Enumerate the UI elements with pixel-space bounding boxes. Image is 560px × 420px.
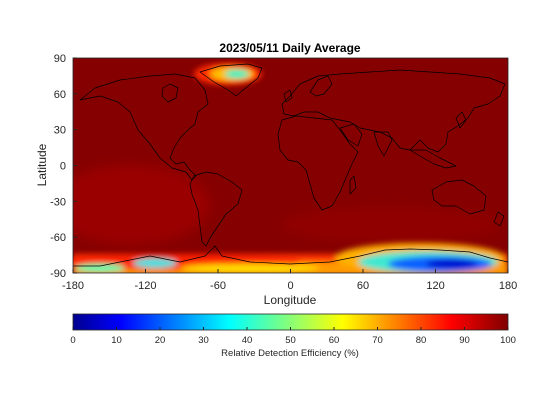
x-tick-label: 180	[499, 280, 517, 292]
madagascar-coast	[349, 175, 357, 195]
colorbar-tick-label: 10	[111, 335, 122, 346]
colorbar-tick-label: 60	[329, 335, 340, 346]
south-indian-band	[280, 207, 500, 243]
y-tick-label: 60	[54, 89, 66, 101]
southeast-asia-coast	[409, 149, 457, 169]
colorbar-ticks: 0 10 20 30 40 50	[70, 327, 516, 346]
x-tick-label: 0	[287, 280, 293, 292]
colorbar-tick-label: 30	[198, 335, 209, 346]
europe-asia-coast	[281, 69, 506, 153]
colorbar-tick-label: 50	[285, 335, 296, 346]
scandinavia-coast	[309, 75, 333, 97]
efficiency-field	[73, 58, 508, 273]
y-axis-label: Latitude	[35, 143, 49, 186]
x-axis-label: Longitude	[264, 293, 317, 307]
colorbar-label: Relative Detection Efficiency (%)	[221, 348, 359, 359]
y-tick-label: -30	[50, 196, 66, 208]
new-zealand-coast	[493, 211, 505, 227]
y-tick-label: -60	[50, 232, 66, 244]
x-tick-label: -120	[134, 280, 156, 292]
colorbar-tick-label: 90	[459, 335, 470, 346]
map-title: 2023/05/11 Daily Average	[219, 41, 361, 55]
japan-coast	[455, 111, 467, 129]
colorbar: 0 10 20 30 40 50	[70, 313, 516, 359]
uk-coast	[283, 89, 293, 103]
x-axis-ticks: -180 -120 -60 0 60 120 180	[62, 269, 517, 292]
y-tick-label: 0	[60, 161, 66, 173]
colorbar-tick-label: 20	[155, 335, 166, 346]
x-tick-label: 60	[357, 280, 369, 292]
colorbar-tick-label: 40	[242, 335, 253, 346]
coastlines	[73, 63, 508, 267]
colorbar-tick-label: 80	[416, 335, 427, 346]
x-tick-label: 120	[426, 280, 444, 292]
colorbar-tick-label: 70	[372, 335, 383, 346]
pacific-band	[73, 165, 210, 245]
y-axis-ticks: 90 60 30 0 -30 -60 -90	[50, 53, 77, 280]
india-coast	[373, 131, 393, 157]
australia-coast	[431, 179, 487, 215]
x-tick-label: -180	[62, 280, 84, 292]
antarctic-anomaly	[73, 243, 508, 273]
x-tick-label: -60	[210, 280, 226, 292]
greenland-coast	[199, 63, 263, 97]
antarctica-coast	[73, 245, 508, 267]
colorbar-tick-label: 100	[500, 335, 516, 346]
greenland-anomaly	[194, 63, 262, 85]
arabia-coast	[339, 123, 363, 147]
y-tick-label: -90	[50, 268, 66, 280]
north-america-coast	[79, 73, 209, 181]
africa-coast	[277, 115, 359, 211]
y-tick-label: 90	[54, 53, 66, 65]
south-america-coast	[189, 171, 243, 247]
hudson-bay-coast	[161, 83, 179, 103]
colorbar-tick-label: 0	[70, 335, 75, 346]
y-tick-label: 30	[54, 125, 66, 137]
